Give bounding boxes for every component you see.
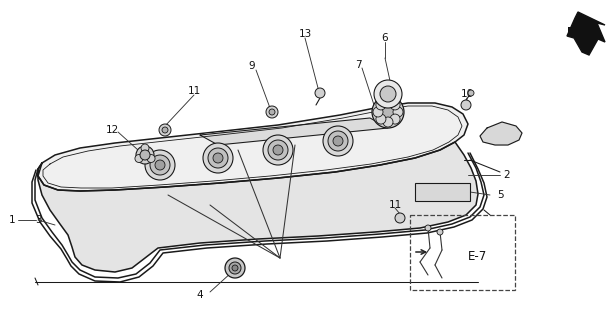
Text: 4: 4 bbox=[197, 290, 203, 300]
Circle shape bbox=[150, 155, 170, 175]
Circle shape bbox=[268, 140, 288, 160]
Circle shape bbox=[208, 148, 228, 168]
Circle shape bbox=[141, 144, 149, 152]
Text: 10: 10 bbox=[460, 89, 474, 99]
Circle shape bbox=[461, 100, 471, 110]
Circle shape bbox=[390, 114, 400, 124]
Circle shape bbox=[373, 107, 383, 117]
Circle shape bbox=[468, 90, 474, 96]
Text: 11: 11 bbox=[389, 200, 401, 210]
Text: 1: 1 bbox=[9, 215, 15, 225]
Circle shape bbox=[372, 96, 404, 128]
Circle shape bbox=[374, 80, 402, 108]
Circle shape bbox=[315, 88, 325, 98]
Circle shape bbox=[147, 155, 155, 163]
Circle shape bbox=[437, 229, 443, 235]
Text: 13: 13 bbox=[298, 29, 312, 39]
Circle shape bbox=[269, 109, 275, 115]
Circle shape bbox=[380, 86, 396, 102]
Circle shape bbox=[203, 143, 233, 173]
Circle shape bbox=[376, 100, 386, 110]
Polygon shape bbox=[38, 142, 478, 272]
Text: FR.: FR. bbox=[567, 27, 586, 37]
Circle shape bbox=[383, 117, 393, 127]
Circle shape bbox=[232, 265, 238, 271]
Circle shape bbox=[395, 213, 405, 223]
Polygon shape bbox=[567, 12, 605, 55]
Bar bbox=[410, 215, 515, 290]
Circle shape bbox=[155, 160, 165, 170]
Circle shape bbox=[136, 146, 154, 164]
Circle shape bbox=[378, 102, 398, 122]
Circle shape bbox=[263, 135, 293, 165]
Circle shape bbox=[229, 262, 241, 274]
Circle shape bbox=[383, 97, 393, 107]
Circle shape bbox=[273, 145, 283, 155]
Circle shape bbox=[213, 153, 223, 163]
Bar bbox=[415, 183, 470, 201]
Text: 7: 7 bbox=[354, 60, 361, 70]
Circle shape bbox=[135, 155, 143, 163]
Text: 5: 5 bbox=[497, 190, 504, 200]
Circle shape bbox=[159, 124, 171, 136]
Text: 6: 6 bbox=[382, 33, 389, 43]
Polygon shape bbox=[38, 103, 468, 191]
Circle shape bbox=[328, 131, 348, 151]
Circle shape bbox=[376, 114, 386, 124]
Text: 3: 3 bbox=[35, 215, 41, 225]
Circle shape bbox=[323, 126, 353, 156]
Circle shape bbox=[140, 150, 150, 160]
Polygon shape bbox=[480, 122, 522, 145]
Text: 2: 2 bbox=[504, 170, 510, 180]
Text: E-7: E-7 bbox=[468, 250, 487, 262]
Circle shape bbox=[145, 150, 175, 180]
Polygon shape bbox=[200, 118, 388, 145]
Text: 9: 9 bbox=[248, 61, 255, 71]
Circle shape bbox=[333, 136, 343, 146]
Circle shape bbox=[162, 127, 168, 133]
Circle shape bbox=[225, 258, 245, 278]
Text: 8: 8 bbox=[508, 130, 515, 140]
Circle shape bbox=[393, 107, 403, 117]
Circle shape bbox=[425, 225, 431, 231]
Text: 11: 11 bbox=[188, 86, 200, 96]
Circle shape bbox=[266, 106, 278, 118]
Text: 12: 12 bbox=[105, 125, 119, 135]
Circle shape bbox=[390, 100, 400, 110]
